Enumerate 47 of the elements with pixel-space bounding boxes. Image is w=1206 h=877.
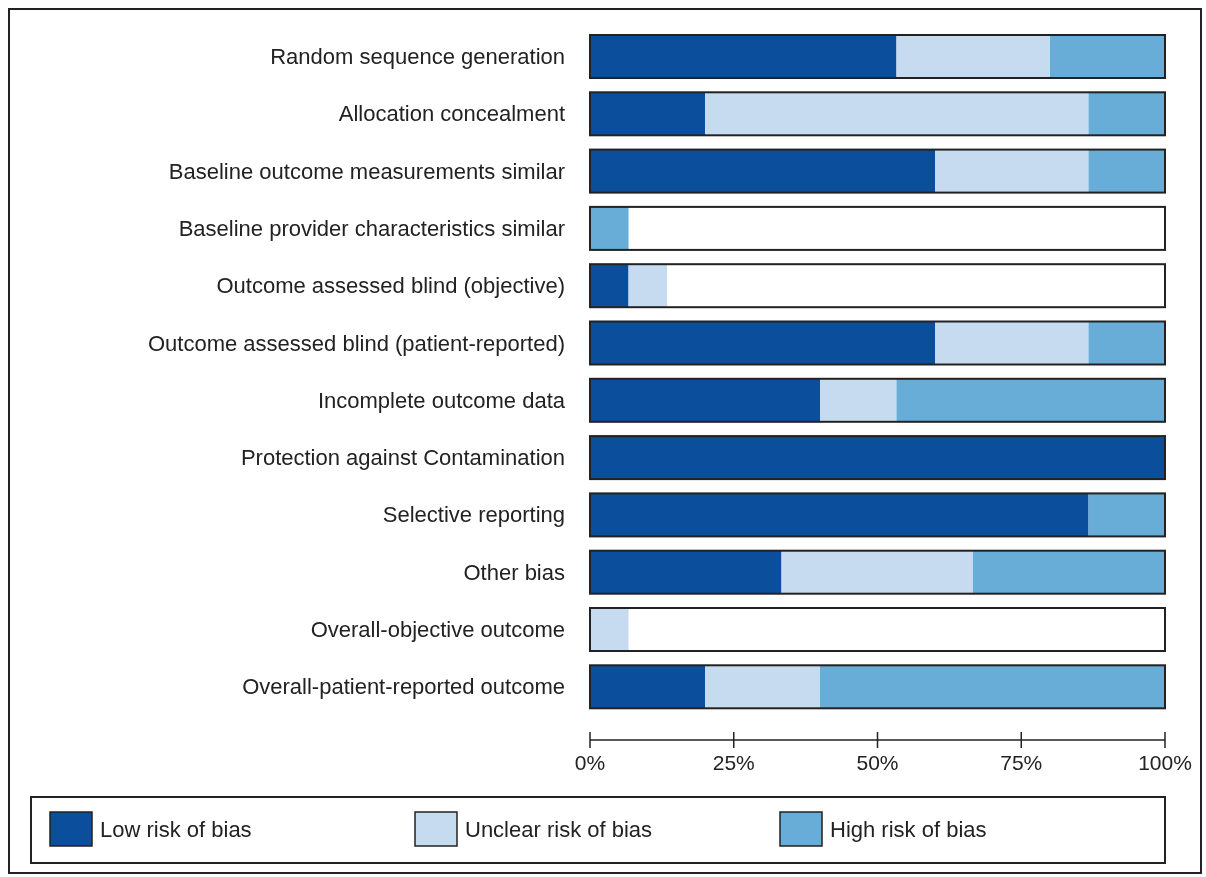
bar	[590, 493, 1089, 537]
y-tick-label: Baseline outcome measurements similar	[168, 158, 565, 184]
x-tick-label: 25%	[712, 751, 755, 774]
legend-label: Low risk of bias	[100, 816, 252, 842]
bar	[820, 378, 897, 422]
y-tick-label: Allocation concealment	[338, 101, 565, 127]
bar	[590, 321, 935, 365]
bar	[1088, 321, 1165, 365]
bar	[935, 321, 1089, 365]
bar	[590, 92, 705, 136]
y-tick-label: Other bias	[463, 559, 565, 585]
bar	[590, 206, 629, 250]
y-tick-label: Random sequence generation	[270, 44, 565, 69]
bar	[590, 550, 782, 594]
bar	[896, 378, 1165, 422]
bar	[590, 149, 935, 193]
bar	[781, 550, 973, 594]
legend-label: High risk of bias	[830, 816, 987, 842]
bar	[705, 665, 820, 709]
y-tick-label: Selective reporting	[382, 502, 565, 528]
bar	[972, 550, 1165, 594]
y-tick-label: Overall-objective outcome	[310, 617, 565, 642]
y-tick-label: Outcome assessed blind (patient-reported)	[148, 330, 565, 356]
y-tick-label: Outcome assessed blind (objective)	[216, 273, 565, 299]
y-tick-label: Incomplete outcome data	[317, 387, 566, 413]
y-tick-label: Protection against Contamination	[240, 445, 565, 471]
bar	[705, 92, 1089, 136]
bar	[896, 35, 1050, 78]
bar	[935, 149, 1089, 193]
bar	[590, 608, 629, 651]
bar	[820, 665, 1165, 709]
bar	[590, 35, 897, 78]
bar	[1050, 35, 1165, 78]
x-tick-label: 50%	[856, 751, 899, 774]
bar	[1088, 92, 1165, 136]
bar	[590, 665, 705, 709]
bar	[628, 264, 668, 308]
x-tick-label: 100%	[1138, 751, 1192, 774]
y-tick-label: Baseline provider characteristics similar	[178, 215, 565, 241]
bar	[590, 378, 820, 422]
bar	[590, 264, 629, 308]
x-tick-label: 75%	[1000, 751, 1043, 774]
x-tick-label: 0%	[574, 751, 606, 774]
y-tick-label: Overall-patient-reported outcome	[242, 674, 565, 700]
bar	[1088, 493, 1165, 537]
legend-label: Unclear risk of bias	[465, 816, 653, 842]
bar	[1088, 149, 1165, 193]
